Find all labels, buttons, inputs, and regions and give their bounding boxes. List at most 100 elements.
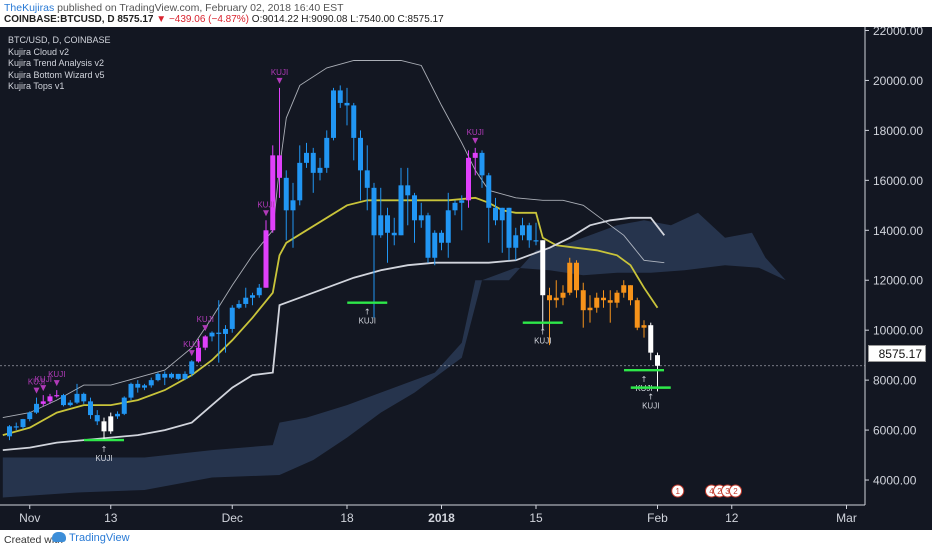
candle-body[interactable] (614, 292, 620, 303)
candle-body[interactable] (391, 232, 397, 236)
candle-body[interactable] (135, 383, 141, 388)
candle-body[interactable] (61, 395, 66, 406)
candle-body[interactable] (526, 225, 532, 241)
candle-body[interactable] (317, 167, 323, 173)
legend-kujira-tops[interactable]: Kujira Tops v1 (8, 81, 65, 91)
candle-body[interactable] (594, 297, 600, 308)
candle-body[interactable] (607, 300, 613, 303)
candle-body[interactable] (459, 200, 465, 203)
candle-body[interactable] (378, 215, 384, 236)
candle-body[interactable] (560, 292, 566, 298)
candle-body[interactable] (344, 102, 350, 106)
candle-body[interactable] (162, 373, 168, 378)
legend-bottom-wizard[interactable]: Kujira Bottom Wizard v5 (8, 69, 105, 80)
candle-body[interactable] (20, 419, 26, 428)
candle-body[interactable] (324, 137, 330, 168)
candle-body[interactable] (155, 373, 161, 381)
candle-body[interactable] (54, 395, 60, 397)
candle-body[interactable] (108, 416, 114, 432)
candle-body[interactable] (202, 336, 208, 348)
candle-body[interactable] (182, 373, 188, 379)
candle-body[interactable] (94, 415, 100, 422)
candle-body[interactable] (371, 187, 377, 236)
candle-body[interactable] (432, 232, 438, 258)
price-axis-panel[interactable] (865, 27, 932, 530)
candle-body[interactable] (634, 300, 640, 328)
candle-body[interactable] (40, 401, 46, 404)
candle-body[interactable] (169, 373, 174, 378)
candle-body[interactable] (445, 210, 451, 243)
candle-body[interactable] (74, 393, 80, 403)
candle-body[interactable] (337, 90, 343, 103)
candle-body[interactable] (297, 162, 303, 201)
candle-body[interactable] (351, 105, 357, 138)
candle-body[interactable] (243, 297, 249, 304)
candle-body[interactable] (567, 262, 573, 293)
candle-body[interactable] (128, 383, 134, 398)
chart-canvas[interactable]: KUJIKUJIKUJIKUJIKUJIKUJIKUJIKUJI↑KUJI↑KU… (0, 27, 932, 530)
candle-body[interactable] (648, 325, 654, 353)
candle-body[interactable] (574, 262, 579, 291)
candle-body[interactable] (189, 361, 195, 374)
candle-body[interactable] (331, 90, 336, 138)
candle-body[interactable] (533, 240, 539, 242)
candle-body[interactable] (236, 303, 242, 308)
candle-body[interactable] (499, 207, 505, 221)
candle-body[interactable] (452, 202, 458, 211)
candle-body[interactable] (34, 403, 39, 413)
candle-body[interactable] (67, 402, 73, 406)
candle-body[interactable] (540, 240, 546, 296)
candle-body[interactable] (418, 215, 424, 221)
candle-body[interactable] (88, 401, 93, 416)
author-link[interactable]: TheKujiras (4, 2, 55, 14)
candle-body[interactable] (142, 385, 147, 388)
tradingview-logo[interactable]: TradingView (52, 532, 130, 544)
candle-body[interactable] (101, 421, 107, 432)
candle-body[interactable] (486, 175, 492, 208)
candle-body[interactable] (601, 297, 606, 301)
candle-body[interactable] (412, 195, 417, 221)
time-axis-panel[interactable] (0, 505, 932, 530)
candle-body[interactable] (425, 215, 431, 258)
candle-body[interactable] (13, 426, 19, 428)
candle-body[interactable] (466, 157, 471, 201)
candle-body[interactable] (493, 207, 498, 221)
candle-body[interactable] (175, 373, 181, 379)
candle-body[interactable] (263, 230, 269, 288)
candle-body[interactable] (547, 295, 552, 301)
candle-body[interactable] (628, 285, 633, 301)
legend-symbol[interactable]: BTC/USD, D, COINBASE (8, 35, 111, 45)
candle-body[interactable] (304, 152, 309, 163)
candle-body[interactable] (196, 347, 201, 362)
candle-body[interactable] (398, 185, 404, 236)
candle-body[interactable] (115, 413, 120, 417)
candle-body[interactable] (47, 396, 53, 402)
candle-body[interactable] (229, 307, 235, 329)
candle-body[interactable] (209, 332, 215, 337)
candle-body[interactable] (81, 393, 87, 402)
candle-body[interactable] (310, 152, 316, 173)
candle-body[interactable] (553, 297, 559, 301)
candle-body[interactable] (27, 412, 33, 420)
candle-body[interactable] (216, 332, 222, 334)
candle-body[interactable] (479, 152, 485, 176)
candle-body[interactable] (520, 225, 525, 236)
candle-body[interactable] (439, 232, 444, 243)
candle-body[interactable] (472, 152, 478, 158)
candle-body[interactable] (405, 185, 411, 196)
candle-body[interactable] (587, 307, 593, 311)
legend-trend-analysis[interactable]: Kujira Trend Analysis v2 (8, 58, 105, 68)
candle-body[interactable] (7, 426, 12, 437)
candle-body[interactable] (256, 287, 262, 296)
candle-body[interactable] (223, 328, 228, 334)
event-icon[interactable] (671, 484, 685, 498)
candle-body[interactable] (580, 290, 586, 311)
candle-body[interactable] (250, 295, 255, 298)
candle-body[interactable] (277, 155, 282, 178)
candle-body[interactable] (148, 380, 154, 386)
legend-kujira-cloud[interactable]: Kujira Cloud v2 (8, 46, 70, 57)
candle-body[interactable] (655, 355, 660, 366)
candle-body[interactable] (385, 215, 390, 233)
candle-body[interactable] (641, 325, 647, 328)
candle-body[interactable] (513, 235, 519, 248)
